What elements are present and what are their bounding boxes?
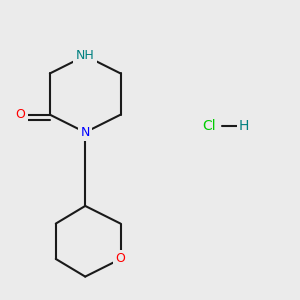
Text: Cl: Cl xyxy=(202,119,216,134)
Text: H: H xyxy=(239,119,249,134)
Text: O: O xyxy=(116,252,125,266)
Text: O: O xyxy=(16,108,26,121)
Text: N: N xyxy=(80,126,90,139)
Text: NH: NH xyxy=(76,49,94,62)
